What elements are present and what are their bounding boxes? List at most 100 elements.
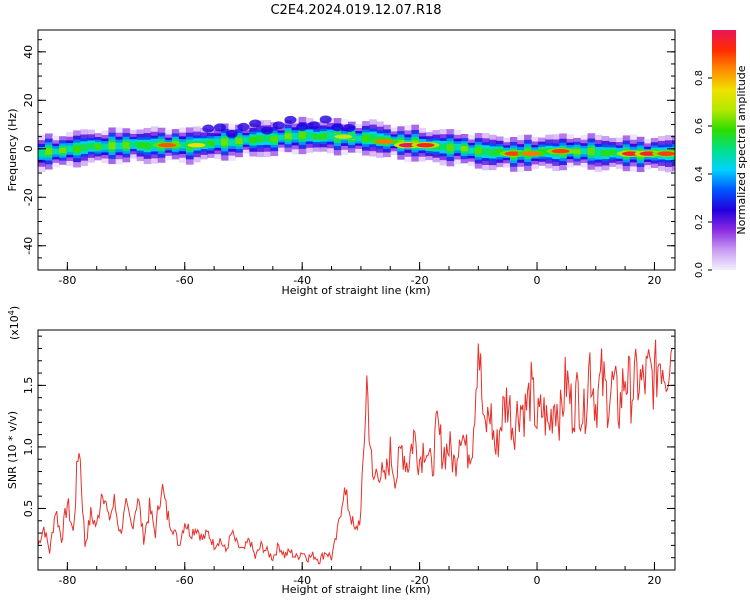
snr-y-ticks: 0.5 1.0 1.5 [22, 335, 675, 559]
spectrogram-cell [453, 143, 462, 151]
spectrogram-cell [249, 119, 262, 128]
colorbar-scale [712, 30, 736, 270]
spectrogram-x-axis-label: Height of straight line (km) [281, 284, 430, 297]
spectrogram-cell [305, 132, 314, 139]
spectrogram-cell [608, 149, 617, 156]
spectrogram-peak [657, 151, 675, 156]
spectrogram-cell [225, 129, 238, 138]
colorbar-label: Normalized spectral amplitude [735, 65, 748, 234]
spectrogram-cell [237, 122, 250, 131]
spectrogram-cell [495, 148, 504, 155]
spectrogram-cell [207, 140, 215, 147]
spectrogram-cell [587, 148, 596, 155]
spectrogram-peak [334, 134, 353, 139]
y-tick-label: 40 [22, 45, 35, 59]
spectrogram-cell [136, 142, 145, 149]
x-tick-label: -20 [411, 274, 429, 287]
colorbar-tick-label: 0.0 [694, 262, 705, 278]
y-tick-label: -20 [22, 188, 35, 206]
x-tick-label: -20 [411, 574, 429, 587]
snr-y-axis-label: SNR (10 * v/v) [6, 411, 19, 489]
x-tick-label: -60 [176, 274, 194, 287]
spectrogram-cell [260, 126, 273, 135]
colorbar-tick-label: 0.6 [694, 118, 705, 134]
spectrogram-cell [80, 144, 88, 152]
colorbar: 0.0 0.2 0.4 0.6 0.8 Normalized spectral ampl… [694, 30, 748, 278]
spectrogram-cell [256, 135, 265, 143]
spectrogram-cell [73, 145, 81, 153]
spectrogram-cell [343, 123, 356, 132]
spectrogram-cell [263, 135, 272, 142]
spectrogram-peak [416, 142, 435, 148]
spectrogram-panel: -80 -60 -40 -20 0 20 -40 -20 0 20 40 Height of st… [6, 29, 676, 297]
spectrogram-cell [331, 123, 344, 132]
y-tick-label: 0 [22, 145, 35, 152]
spectrogram-cell [474, 147, 483, 155]
snr-x-ticks: -80 -60 -40 -20 0 20 [58, 562, 661, 587]
snr-x-axis-label: Height of straight line (km) [281, 583, 430, 596]
spectrogram-cell [115, 142, 124, 150]
spectrogram-cell [214, 123, 226, 132]
spectrogram-cell [38, 149, 46, 157]
spectrogram-cell [291, 133, 300, 140]
spectrogram-cell [66, 145, 74, 153]
snr-frame [37, 329, 676, 571]
spectrogram-cell [601, 149, 610, 157]
spectrogram-cell [355, 135, 363, 142]
spectrogram-heat-layer [38, 115, 675, 173]
spectrogram-cell [228, 139, 236, 147]
spectrogram-cell [108, 142, 117, 150]
spectrogram-cell [249, 136, 257, 143]
snr-series-line [38, 339, 673, 565]
spectrogram-cell [214, 138, 222, 146]
x-tick-label: -40 [293, 574, 311, 587]
x-tick-label: 20 [647, 574, 661, 587]
spectrogram-cell [594, 149, 603, 157]
spectrogram-cell [45, 148, 53, 155]
spectrogram-cell [284, 133, 293, 140]
y-tick-label: 1.0 [22, 438, 35, 456]
x-tick-label: -80 [58, 274, 76, 287]
spectrogram-cell [270, 135, 279, 143]
spectrogram-cell [488, 149, 497, 156]
spectrogram-y-ticks: -40 -20 0 20 40 [22, 39, 675, 259]
colorbar-ticks: 0.0 0.2 0.4 0.6 0.8 [694, 70, 712, 278]
spectrogram-cell [298, 132, 307, 139]
x-tick-label: -40 [293, 274, 311, 287]
spectrogram-cell [439, 143, 448, 151]
snr-y-multiplier-base: (x10 [8, 315, 21, 340]
spectrogram-peak [158, 142, 177, 148]
spectrogram-x-ticks: -80 -60 -40 -20 0 20 [58, 262, 661, 287]
spectrogram-cell [94, 144, 103, 150]
spectrogram-peak [522, 151, 541, 156]
spectrogram-peak [551, 149, 570, 154]
spectrogram-cell [296, 122, 309, 131]
spectrogram-cell [52, 148, 60, 155]
spectrogram-cell [319, 115, 332, 124]
x-tick-label: 0 [534, 274, 541, 287]
spectrogram-cell [481, 148, 490, 156]
y-tick-label: 20 [22, 93, 35, 107]
spectrogram-cell [101, 143, 110, 150]
y-tick-label: 1.5 [22, 377, 35, 395]
spectrogram-cell [573, 149, 582, 155]
spectrogram-cell [59, 147, 67, 154]
colorbar-tick-label: 0.8 [694, 70, 705, 86]
snr-y-multiplier-exponent: 4 [7, 310, 16, 315]
y-tick-label: 0.5 [22, 500, 35, 518]
spectrogram-cell [272, 121, 285, 130]
snr-y-multiplier-close: ) [8, 306, 21, 310]
spectrogram-cell [235, 137, 243, 145]
colorbar-tick-label: 0.4 [694, 166, 705, 182]
spectrogram-cell [307, 121, 320, 130]
spectrogram-cell [446, 144, 455, 152]
spectrogram-cell [460, 145, 469, 152]
snr-panel: -80 -60 -40 -20 0 20 0.5 1.0 1.5 Height of stra… [6, 306, 676, 596]
snr-background [38, 330, 675, 570]
colorbar-tick-label: 0.2 [694, 214, 705, 230]
x-tick-label: 0 [534, 574, 541, 587]
spectrogram-cell [369, 134, 377, 142]
x-tick-label: 20 [647, 274, 661, 287]
x-tick-label: -60 [176, 574, 194, 587]
